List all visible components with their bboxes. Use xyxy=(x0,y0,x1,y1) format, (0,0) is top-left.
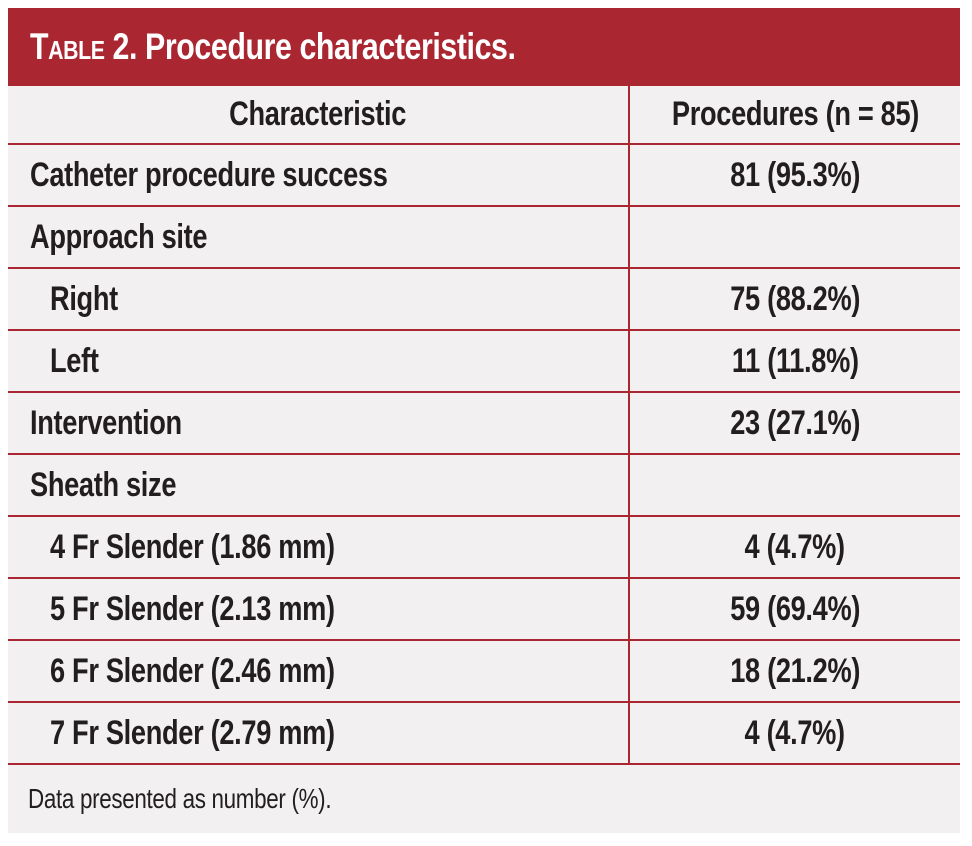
row-label-cell: 5 Fr Slender (2.13 mm) xyxy=(8,579,628,639)
row-value-cell: 59 (69.4%) xyxy=(628,579,960,639)
column-header-procedures: Procedures (n = 85) xyxy=(628,86,960,143)
row-value: 4 (4.7%) xyxy=(744,713,846,752)
table-row: Sheath size xyxy=(8,455,960,517)
table-footnote-text: Data presented as number (%). xyxy=(28,783,332,814)
row-value: 59 (69.4%) xyxy=(730,589,860,628)
row-label-cell: 7 Fr Slender (2.79 mm) xyxy=(8,703,628,763)
row-value: 18 (21.2%) xyxy=(730,651,860,690)
row-label: 7 Fr Slender (2.79 mm) xyxy=(50,713,335,752)
row-value: 4 (4.7%) xyxy=(744,527,846,566)
row-value: 81 (95.3%) xyxy=(730,155,860,194)
row-value-cell: 23 (27.1%) xyxy=(628,393,960,453)
row-label: Left xyxy=(50,341,99,380)
column-header-characteristic-label: Characteristic xyxy=(229,95,407,133)
row-value: 75 (88.2%) xyxy=(730,279,860,318)
row-value-cell: 75 (88.2%) xyxy=(628,269,960,329)
table-row: Right 75 (88.2%) xyxy=(8,269,960,331)
row-value-cell: 4 (4.7%) xyxy=(628,517,960,577)
row-label-cell: Intervention xyxy=(8,393,628,453)
row-value: 23 (27.1%) xyxy=(730,403,860,442)
table-row: Approach site xyxy=(8,207,960,269)
row-label-cell: 4 Fr Slender (1.86 mm) xyxy=(8,517,628,577)
row-label-cell: 6 Fr Slender (2.46 mm) xyxy=(8,641,628,701)
table-title-rest: 2. Procedure characteristics. xyxy=(104,26,516,67)
row-label: Catheter procedure success xyxy=(30,155,388,194)
row-label: 4 Fr Slender (1.86 mm) xyxy=(50,527,335,566)
table-row: Intervention 23 (27.1%) xyxy=(8,393,960,455)
table-header-row: Characteristic Procedures (n = 85) xyxy=(8,86,960,145)
row-label: 5 Fr Slender (2.13 mm) xyxy=(50,589,335,628)
row-value-cell: 18 (21.2%) xyxy=(628,641,960,701)
table-row: 7 Fr Slender (2.79 mm) 4 (4.7%) xyxy=(8,703,960,765)
table-row: Left 11 (11.8%) xyxy=(8,331,960,393)
table-title-prefix: Table xyxy=(30,26,105,67)
row-label: Right xyxy=(50,279,118,318)
row-label: Intervention xyxy=(30,403,182,442)
row-label-cell: Approach site xyxy=(8,207,628,267)
table-title-bar: Table 2. Procedure characteristics. xyxy=(8,8,960,86)
row-label: 6 Fr Slender (2.46 mm) xyxy=(50,651,335,690)
row-label-cell: Catheter procedure success xyxy=(8,145,628,205)
row-label: Sheath size xyxy=(30,465,177,504)
row-value-cell: 11 (11.8%) xyxy=(628,331,960,391)
row-value-cell xyxy=(628,455,960,515)
table-title: Table 2. Procedure characteristics. xyxy=(30,26,516,68)
column-header-characteristic: Characteristic xyxy=(8,86,628,143)
row-label-cell: Sheath size xyxy=(8,455,628,515)
row-value-cell: 4 (4.7%) xyxy=(628,703,960,763)
row-value: 11 (11.8%) xyxy=(731,341,859,380)
column-header-procedures-label: Procedures (n = 85) xyxy=(671,95,919,133)
table-footnote: Data presented as number (%). xyxy=(8,765,960,833)
table-row: Catheter procedure success 81 (95.3%) xyxy=(8,145,960,207)
row-value-cell: 81 (95.3%) xyxy=(628,145,960,205)
table-row: 4 Fr Slender (1.86 mm) 4 (4.7%) xyxy=(8,517,960,579)
row-label-cell: Right xyxy=(8,269,628,329)
row-value-cell xyxy=(628,207,960,267)
table-row: 6 Fr Slender (2.46 mm) 18 (21.2%) xyxy=(8,641,960,703)
row-label: Approach site xyxy=(30,217,208,256)
table-figure: Table 2. Procedure characteristics. Char… xyxy=(8,8,960,833)
row-label-cell: Left xyxy=(8,331,628,391)
table-row: 5 Fr Slender (2.13 mm) 59 (69.4%) xyxy=(8,579,960,641)
